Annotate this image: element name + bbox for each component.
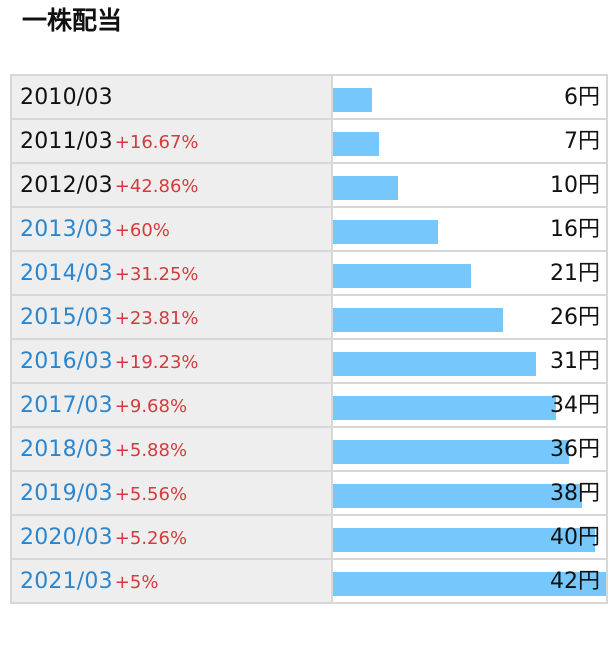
dividend-amount-label: 38円 — [550, 481, 600, 506]
growth-rate-label: +16.67% — [114, 131, 199, 153]
dividend-amount-label: 7円 — [564, 129, 600, 154]
growth-rate-label: +19.23% — [114, 351, 199, 373]
dividend-bar-cell: 10円 — [331, 162, 608, 208]
table-row: 2017/03 +9.68% 34円 — [10, 382, 608, 428]
dividend-amount-label: 42円 — [550, 569, 600, 594]
table-row: 2019/03 +5.56% 38円 — [10, 470, 608, 516]
dividend-bar — [334, 264, 471, 288]
dividend-bar-cell: 38円 — [331, 470, 608, 516]
fiscal-year-link[interactable]: 2015/03 — [20, 304, 113, 330]
fiscal-year-cell: 2021/03 +5% — [10, 558, 333, 604]
dividend-bar — [334, 176, 398, 200]
fiscal-year-link[interactable]: 2020/03 — [20, 524, 113, 550]
dividend-bar — [334, 308, 503, 332]
fiscal-year-label: 2010/03 — [20, 84, 113, 110]
fiscal-year-cell: 2012/03 +42.86% — [10, 162, 333, 208]
fiscal-year-cell: 2011/03 +16.67% — [10, 118, 333, 164]
growth-rate-label: +5.26% — [114, 527, 188, 549]
table-row: 2012/03 +42.86% 10円 — [10, 162, 608, 208]
fiscal-year-cell: 2018/03 +5.88% — [10, 426, 333, 472]
fiscal-year-link[interactable]: 2018/03 — [20, 436, 113, 462]
fiscal-year-label: 2012/03 — [20, 172, 113, 198]
growth-rate-label: +5.88% — [114, 439, 188, 461]
dividend-amount-label: 40円 — [550, 525, 600, 550]
fiscal-year-cell: 2015/03 +23.81% — [10, 294, 333, 340]
fiscal-year-cell: 2010/03 — [10, 74, 333, 120]
dividend-bar-cell: 31円 — [331, 338, 608, 384]
fiscal-year-link[interactable]: 2019/03 — [20, 480, 113, 506]
dividend-bar — [334, 88, 372, 112]
dividend-bar-cell: 6円 — [331, 74, 608, 120]
dividend-bar — [334, 484, 582, 508]
table-row: 2018/03 +5.88% 36円 — [10, 426, 608, 472]
fiscal-year-label: 2011/03 — [20, 128, 113, 154]
fiscal-year-link[interactable]: 2017/03 — [20, 392, 113, 418]
table-row: 2011/03 +16.67% 7円 — [10, 118, 608, 164]
dividend-bar-cell: 34円 — [331, 382, 608, 428]
fiscal-year-link[interactable]: 2016/03 — [20, 348, 113, 374]
table-row: 2016/03 +19.23% 31円 — [10, 338, 608, 384]
dividend-bar-cell: 7円 — [331, 118, 608, 164]
dividend-amount-label: 31円 — [550, 349, 600, 374]
fiscal-year-link[interactable]: 2021/03 — [20, 568, 113, 594]
dividend-bar — [334, 528, 595, 552]
dividend-bar — [334, 396, 556, 420]
table-row: 2014/03 +31.25% 21円 — [10, 250, 608, 296]
dividend-bar — [334, 440, 569, 464]
dividend-amount-label: 21円 — [550, 261, 600, 286]
table-row: 2010/03 6円 — [10, 74, 608, 120]
table-row: 2021/03 +5% 42円 — [10, 558, 608, 604]
dividend-bar — [334, 220, 438, 244]
table-row: 2015/03 +23.81% 26円 — [10, 294, 608, 340]
growth-rate-label: +42.86% — [114, 175, 199, 197]
fiscal-year-cell: 2017/03 +9.68% — [10, 382, 333, 428]
growth-rate-label: +9.68% — [114, 395, 188, 417]
dividend-bar-cell: 36円 — [331, 426, 608, 472]
dividend-amount-label: 34円 — [550, 393, 600, 418]
dividend-bar-cell: 21円 — [331, 250, 608, 296]
dividend-bar — [334, 572, 605, 596]
dividend-bar-cell: 26円 — [331, 294, 608, 340]
table-row: 2013/03 +60% 16円 — [10, 206, 608, 252]
dividend-amount-label: 10円 — [550, 173, 600, 198]
dividend-bar — [334, 132, 379, 156]
dividend-amount-label: 16円 — [550, 217, 600, 242]
growth-rate-label: +31.25% — [114, 263, 199, 285]
growth-rate-label: +23.81% — [114, 307, 199, 329]
growth-rate-label: +60% — [114, 219, 170, 241]
dividend-table: 2010/03 6円 2011/03 +16.67% 7円 2012/03 +42.86% 1… — [10, 74, 608, 604]
fiscal-year-link[interactable]: 2013/03 — [20, 216, 113, 242]
dividend-amount-label: 36円 — [550, 437, 600, 462]
fiscal-year-cell: 2014/03 +31.25% — [10, 250, 333, 296]
fiscal-year-cell: 2016/03 +19.23% — [10, 338, 333, 384]
dividend-rows: 2010/03 6円 2011/03 +16.67% 7円 2012/03 +42.86% 1… — [10, 74, 608, 604]
fiscal-year-link[interactable]: 2014/03 — [20, 260, 113, 286]
fiscal-year-cell: 2020/03 +5.26% — [10, 514, 333, 560]
dividend-bar-cell: 16円 — [331, 206, 608, 252]
dividend-bar-cell: 40円 — [331, 514, 608, 560]
fiscal-year-cell: 2019/03 +5.56% — [10, 470, 333, 516]
chart-title: 一株配当 — [22, 6, 123, 35]
growth-rate-label: +5.56% — [114, 483, 188, 505]
fiscal-year-cell: 2013/03 +60% — [10, 206, 333, 252]
dividend-bar-cell: 42円 — [331, 558, 608, 604]
growth-rate-label: +5% — [114, 571, 159, 593]
dividend-amount-label: 26円 — [550, 305, 600, 330]
table-row: 2020/03 +5.26% 40円 — [10, 514, 608, 560]
dividend-amount-label: 6円 — [564, 85, 600, 110]
dividend-bar — [334, 352, 536, 376]
